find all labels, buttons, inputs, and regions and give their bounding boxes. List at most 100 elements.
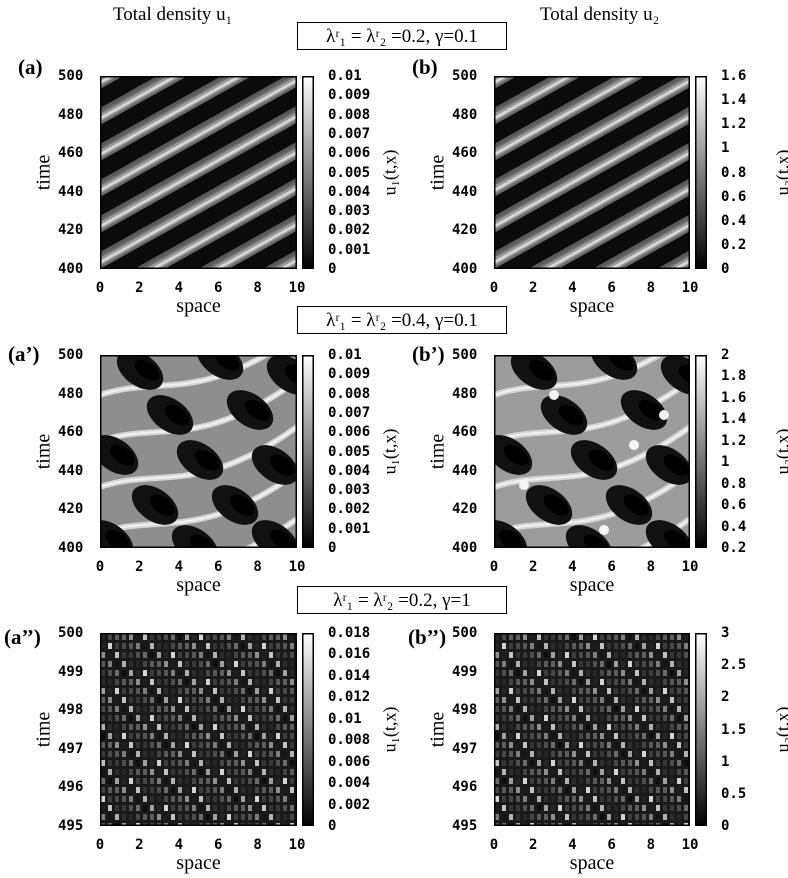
heatmap-cell (649, 751, 653, 757)
heatmap-cell (530, 688, 534, 694)
heatmap-cell (628, 634, 632, 640)
heatmap-cell (227, 661, 231, 667)
heatmap-cell (621, 760, 625, 766)
heatmap-hotspot (599, 525, 609, 535)
heatmap-cell (206, 733, 210, 739)
heatmap-cell (628, 670, 632, 676)
x-tick-label: 4 (568, 837, 577, 853)
heatmap-cell (558, 733, 562, 739)
colorbar-tick-label: 0.006 (328, 753, 371, 770)
heatmap-cell (220, 760, 224, 766)
heatmap-cell (558, 814, 562, 820)
heatmap-cell (171, 805, 175, 811)
heatmap-cell (593, 715, 597, 721)
heatmap-cell (558, 769, 562, 775)
y-tick-label: 497 (452, 740, 478, 757)
heatmap-cell (234, 751, 238, 757)
heatmap-cell (129, 652, 133, 658)
heatmap-cell (185, 661, 189, 667)
x-axis-title: space (569, 852, 615, 874)
heatmap-cell (523, 769, 527, 775)
heatmap-cell (544, 697, 548, 703)
x-tick-label: 4 (174, 559, 184, 575)
colorbar-wrapper (695, 633, 707, 826)
heatmap-cell (502, 796, 506, 802)
heatmap-cell (621, 724, 625, 730)
heatmap-cell (136, 688, 140, 694)
heatmap-cell (670, 796, 674, 802)
heatmap-cell (269, 688, 273, 694)
heatmap-cell (677, 670, 681, 676)
heatmap-cell (241, 652, 245, 658)
heatmap-cell (192, 634, 196, 640)
heatmap-cell (178, 715, 182, 721)
colorbar-title: u₂(t,x) (772, 706, 788, 752)
heatmap-cell (290, 688, 294, 694)
heatmap-cell (248, 778, 252, 784)
heatmap-cell (677, 814, 681, 820)
heatmap-cell (276, 760, 280, 766)
heatmap-cell (628, 805, 632, 811)
heatmap-cell (663, 742, 667, 748)
heatmap-cell (122, 733, 126, 739)
y-tick-label: 497 (58, 740, 84, 757)
heatmap-cell (579, 670, 583, 676)
heatmap-cell (234, 679, 238, 685)
heatmap-cell (262, 643, 266, 649)
heatmap-cell (157, 742, 161, 748)
heatmap-cell (586, 796, 590, 802)
heatmap-cell (523, 733, 527, 739)
y-tick-label: 500 (58, 625, 84, 641)
heatmap-cell (586, 769, 590, 775)
heatmap-cell (241, 661, 245, 667)
heatmap-cell (642, 697, 646, 703)
heatmap-cell (164, 661, 168, 667)
heatmap-cell (122, 724, 126, 730)
heatmap-cell (143, 742, 147, 748)
heatmap-cell (157, 670, 161, 676)
heatmap-cell (516, 706, 520, 712)
heatmap-cell (199, 769, 203, 775)
heatmap-cell (255, 679, 259, 685)
y-tick-label: 400 (58, 261, 84, 277)
heatmap-cell (262, 760, 266, 766)
heatmap-cell (283, 670, 287, 676)
heatmap-cell (108, 670, 112, 676)
heatmap-cell (199, 724, 203, 730)
heatmap-cell (530, 679, 534, 685)
heatmap-svg (100, 76, 297, 269)
heatmap-cell (593, 706, 597, 712)
heatmap-cell (530, 670, 534, 676)
heatmap-cell (192, 751, 196, 757)
heatmap-cell (199, 706, 203, 712)
heatmap-cell (670, 805, 674, 811)
heatmap-cell (509, 634, 513, 640)
heatmap-cell (516, 661, 520, 667)
heatmap-band (494, 142, 690, 255)
colorbar-title: u₁(t,x) (379, 428, 400, 474)
x-tick-label: 0 (95, 280, 105, 296)
heatmap-cell (199, 751, 203, 757)
heatmap-cell (628, 715, 632, 721)
heatmap-cell (136, 715, 140, 721)
heatmap-cell (248, 706, 252, 712)
heatmap-cell (276, 661, 280, 667)
heatmap-cell (558, 670, 562, 676)
heatmap-cell (516, 742, 520, 748)
heatmap-cell (649, 796, 653, 802)
heatmap-blob-core (269, 529, 295, 548)
heatmap-cell (649, 661, 653, 667)
heatmap-cell (122, 796, 126, 802)
heatmap-cell (227, 715, 231, 721)
heatmap-band (100, 76, 252, 161)
heatmap-band (100, 105, 297, 219)
heatmap-cell (178, 769, 182, 775)
heatmap-cell (143, 634, 147, 640)
heatmap-cell (150, 706, 154, 712)
heatmap-cell (551, 796, 555, 802)
y-tick-label: 500 (58, 68, 84, 84)
heatmap-cell (276, 805, 280, 811)
heatmap-ridge (100, 355, 268, 396)
heatmap-cell (635, 796, 639, 802)
heatmap-cell (579, 814, 583, 820)
